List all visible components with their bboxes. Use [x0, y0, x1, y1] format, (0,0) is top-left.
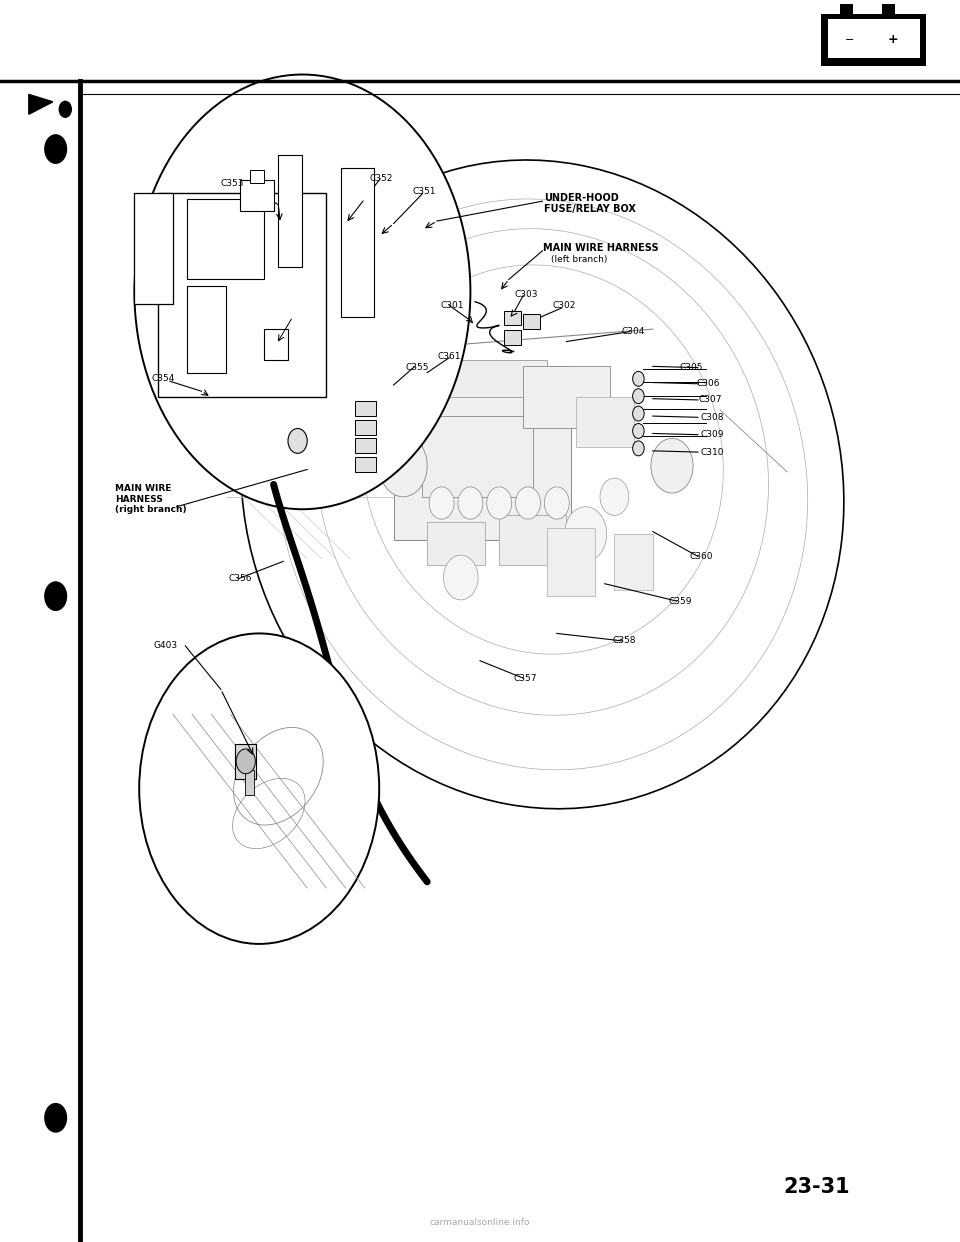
Circle shape: [134, 75, 470, 509]
Circle shape: [633, 371, 644, 386]
Text: 23-31: 23-31: [783, 1177, 850, 1197]
Text: C360: C360: [689, 551, 712, 561]
Circle shape: [600, 478, 629, 515]
Circle shape: [633, 424, 644, 438]
Text: C353: C353: [221, 179, 244, 189]
Text: C356: C356: [228, 574, 252, 584]
Bar: [499, 515, 566, 565]
Ellipse shape: [241, 160, 844, 809]
Circle shape: [236, 749, 255, 774]
Bar: [523, 314, 540, 329]
Text: C304: C304: [621, 327, 644, 337]
Bar: [278, 155, 302, 267]
Circle shape: [444, 555, 478, 600]
Text: C301: C301: [441, 301, 464, 310]
Circle shape: [651, 438, 693, 493]
Bar: [264, 329, 288, 360]
Text: UNDER-HOOD
FUSE/RELAY BOX: UNDER-HOOD FUSE/RELAY BOX: [544, 193, 636, 215]
Circle shape: [544, 487, 569, 519]
Bar: [882, 4, 896, 14]
Text: C355: C355: [405, 363, 428, 373]
Text: C351: C351: [413, 186, 436, 196]
Circle shape: [44, 581, 67, 611]
Bar: [394, 366, 571, 540]
Circle shape: [59, 101, 72, 118]
Circle shape: [429, 487, 454, 519]
Bar: [134, 193, 173, 304]
Bar: [821, 14, 926, 66]
Bar: [235, 744, 256, 779]
Text: −: −: [845, 35, 854, 45]
Text: C307: C307: [699, 395, 722, 405]
Bar: [240, 180, 274, 211]
Circle shape: [633, 389, 644, 404]
Circle shape: [487, 487, 512, 519]
Bar: [427, 522, 485, 565]
Bar: [158, 193, 326, 397]
Circle shape: [458, 487, 483, 519]
Bar: [341, 168, 374, 317]
Bar: [355, 420, 376, 435]
Text: C357: C357: [514, 673, 537, 683]
Bar: [576, 397, 634, 447]
Text: MAIN WIRE HARNESS: MAIN WIRE HARNESS: [543, 243, 659, 253]
Text: C361: C361: [438, 351, 461, 361]
Bar: [504, 310, 521, 325]
Text: C302: C302: [553, 301, 576, 310]
Polygon shape: [29, 94, 53, 114]
Circle shape: [633, 441, 644, 456]
Text: C305: C305: [680, 363, 703, 373]
Text: G403: G403: [154, 641, 178, 651]
Circle shape: [44, 134, 67, 164]
Text: +: +: [887, 34, 898, 46]
Circle shape: [139, 633, 379, 944]
Text: MAIN WIRE
HARNESS
(right branch): MAIN WIRE HARNESS (right branch): [115, 484, 187, 514]
Text: (left branch): (left branch): [551, 255, 608, 265]
Circle shape: [288, 428, 307, 453]
Text: C308: C308: [701, 412, 724, 422]
Bar: [245, 770, 254, 795]
Bar: [250, 170, 264, 183]
Bar: [355, 438, 376, 453]
Circle shape: [516, 487, 540, 519]
Bar: [187, 199, 264, 279]
Bar: [422, 416, 533, 497]
Bar: [614, 534, 653, 590]
Text: C309: C309: [701, 430, 724, 440]
Bar: [840, 4, 853, 14]
Bar: [413, 360, 547, 397]
Bar: [355, 401, 376, 416]
Circle shape: [379, 435, 427, 497]
Text: C358: C358: [612, 636, 636, 646]
Text: carmanualsonline.info: carmanualsonline.info: [430, 1218, 530, 1227]
Text: C310: C310: [701, 447, 724, 457]
Bar: [547, 528, 595, 596]
Text: C359: C359: [668, 596, 691, 606]
Bar: [523, 366, 610, 428]
Circle shape: [564, 507, 607, 561]
Text: C306: C306: [697, 379, 720, 389]
Text: C303: C303: [515, 289, 538, 299]
Bar: [504, 330, 521, 345]
Bar: [828, 19, 920, 58]
Circle shape: [633, 406, 644, 421]
Circle shape: [44, 1103, 67, 1133]
Text: C352: C352: [370, 174, 393, 184]
Bar: [355, 457, 376, 472]
Bar: [187, 286, 226, 373]
Text: C354: C354: [152, 374, 175, 384]
